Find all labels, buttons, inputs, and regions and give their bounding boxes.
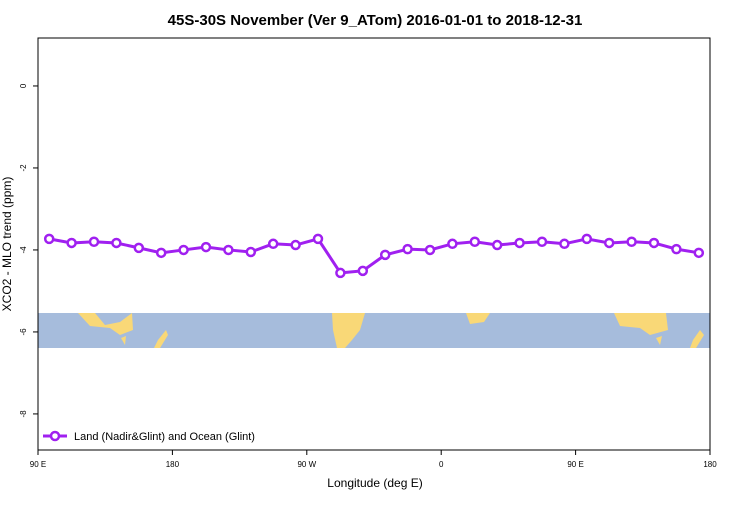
x-tick-label: 90 E [30,460,46,469]
data-point [402,243,413,255]
data-point [245,246,257,258]
x-tick-label: 0 [439,460,444,469]
data-point [155,247,167,259]
y-tick-label: 0 [19,83,28,88]
data-point [66,237,77,249]
data-point [559,238,570,250]
data-point [133,242,145,254]
y-tick-label: -6 [19,328,28,336]
data-point [536,236,548,247]
x-tick-label: 180 [166,460,180,469]
data-point [111,237,122,249]
data-point [447,238,458,250]
data-point [671,243,682,255]
data-point [88,236,100,247]
x-tick-label: 180 [703,460,717,469]
y-tick-label: -4 [19,246,28,254]
x-tick-label: 90 E [567,460,583,469]
data-point [267,238,279,250]
map-strip [38,313,710,348]
data-point [626,236,637,247]
data-point [335,267,346,279]
plot-frame [37,37,711,451]
data-point [424,244,436,256]
data-point [491,239,503,251]
data-point [693,247,705,259]
data-point [43,233,55,245]
y-axis-label: XCO2 - MLO trend (ppm) [0,177,14,312]
data-point [514,237,525,249]
data-point [178,244,189,256]
x-axis-label: Longitude (deg E) [327,476,422,490]
x-tick-label: 90 W [297,460,316,469]
data-point [648,237,660,249]
y-tick-label: -2 [19,164,28,172]
data-point [290,239,301,251]
y-tick-label: -8 [19,410,28,418]
data-point [312,233,324,245]
legend-marker [49,430,61,442]
data-point [581,233,593,245]
data-point [603,237,615,249]
data-point [223,244,234,256]
data-point [357,265,369,277]
data-point [200,241,212,253]
chart-title: 45S-30S November (Ver 9_ATom) 2016-01-01… [168,12,583,29]
legend-label: Land (Nadir&Glint) and Ocean (Glint) [74,431,255,443]
data-point [469,236,481,247]
data-point [379,249,391,261]
